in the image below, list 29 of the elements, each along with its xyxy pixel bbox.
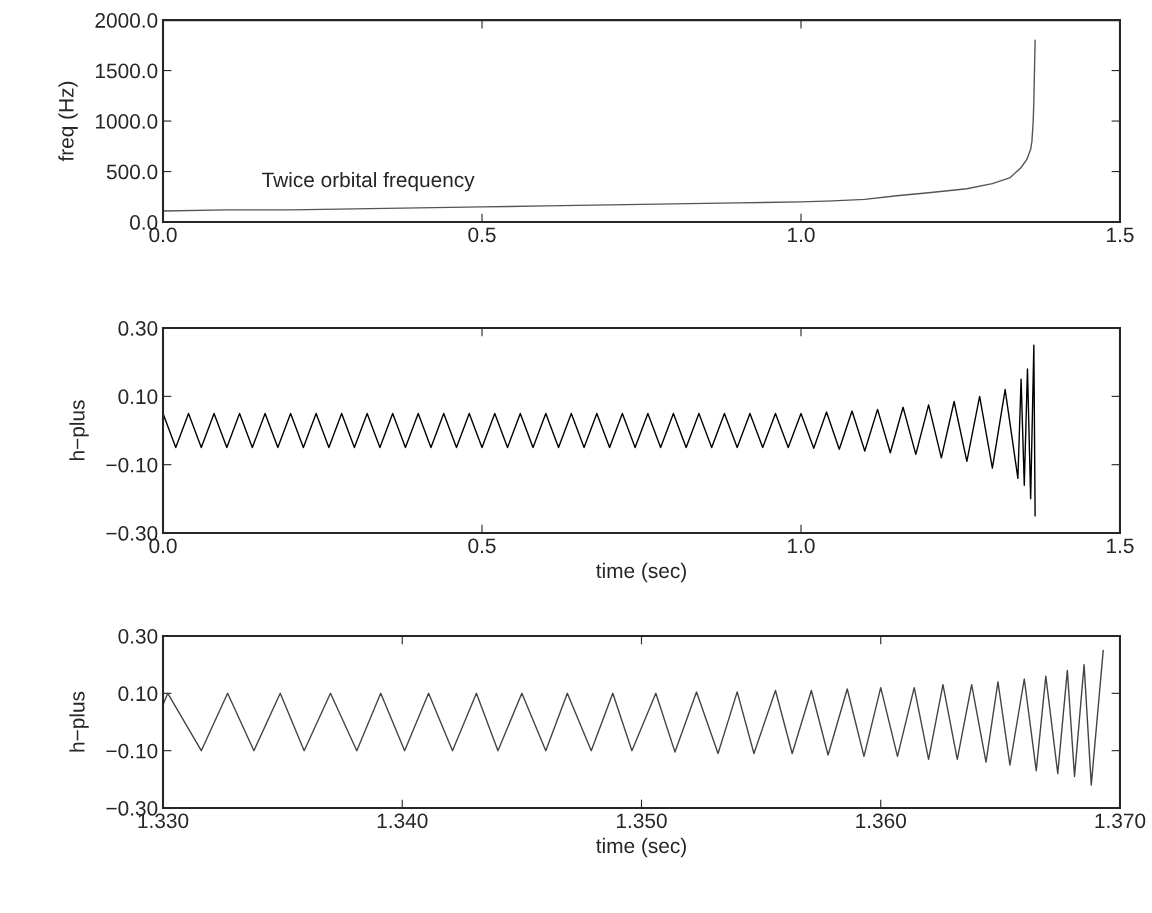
y-tick-label: 2000.0: [95, 13, 158, 28]
x-tick-label: 1.0: [788, 227, 815, 243]
y-axis-title: freq (Hz): [58, 81, 78, 162]
x-axis-title: time (sec): [596, 562, 686, 583]
annotation: Twice orbital frequency: [262, 171, 475, 192]
y-tick-label: −0.10: [106, 743, 158, 759]
y-tick-label: 1500.0: [96, 63, 158, 79]
x-tick-label: 1.370: [1095, 813, 1146, 829]
x-tick-label: 1.0: [788, 538, 815, 554]
x-tick-label: 1.5: [1107, 227, 1134, 243]
y-tick-label: 0.10: [118, 686, 158, 702]
x-tick-label: 1.5: [1107, 538, 1134, 554]
y-tick-label: 1000.0: [96, 114, 158, 129]
y-tick-label: −0.10: [106, 457, 158, 473]
x-tick-label: 1.360: [856, 813, 906, 829]
line-series: [163, 649, 1104, 786]
x-tick-label: 1.350: [617, 813, 667, 829]
x-tick-label: 1.340: [377, 813, 428, 829]
y-tick-label: 0.30: [118, 321, 158, 336]
line-series: [163, 39, 1036, 212]
line-series: [163, 344, 1036, 517]
y-tick-label: 0.10: [118, 389, 158, 405]
y-tick-label: 0.30: [118, 629, 158, 644]
y-axis-title: h−plus: [69, 691, 89, 752]
x-tick-label: 0.5: [468, 538, 496, 554]
y-tick-label: 500.0: [106, 164, 158, 180]
x-axis-title: time (sec): [596, 837, 686, 858]
x-tick-label: 0.5: [468, 227, 496, 243]
y-axis-title: h−plus: [69, 400, 89, 461]
